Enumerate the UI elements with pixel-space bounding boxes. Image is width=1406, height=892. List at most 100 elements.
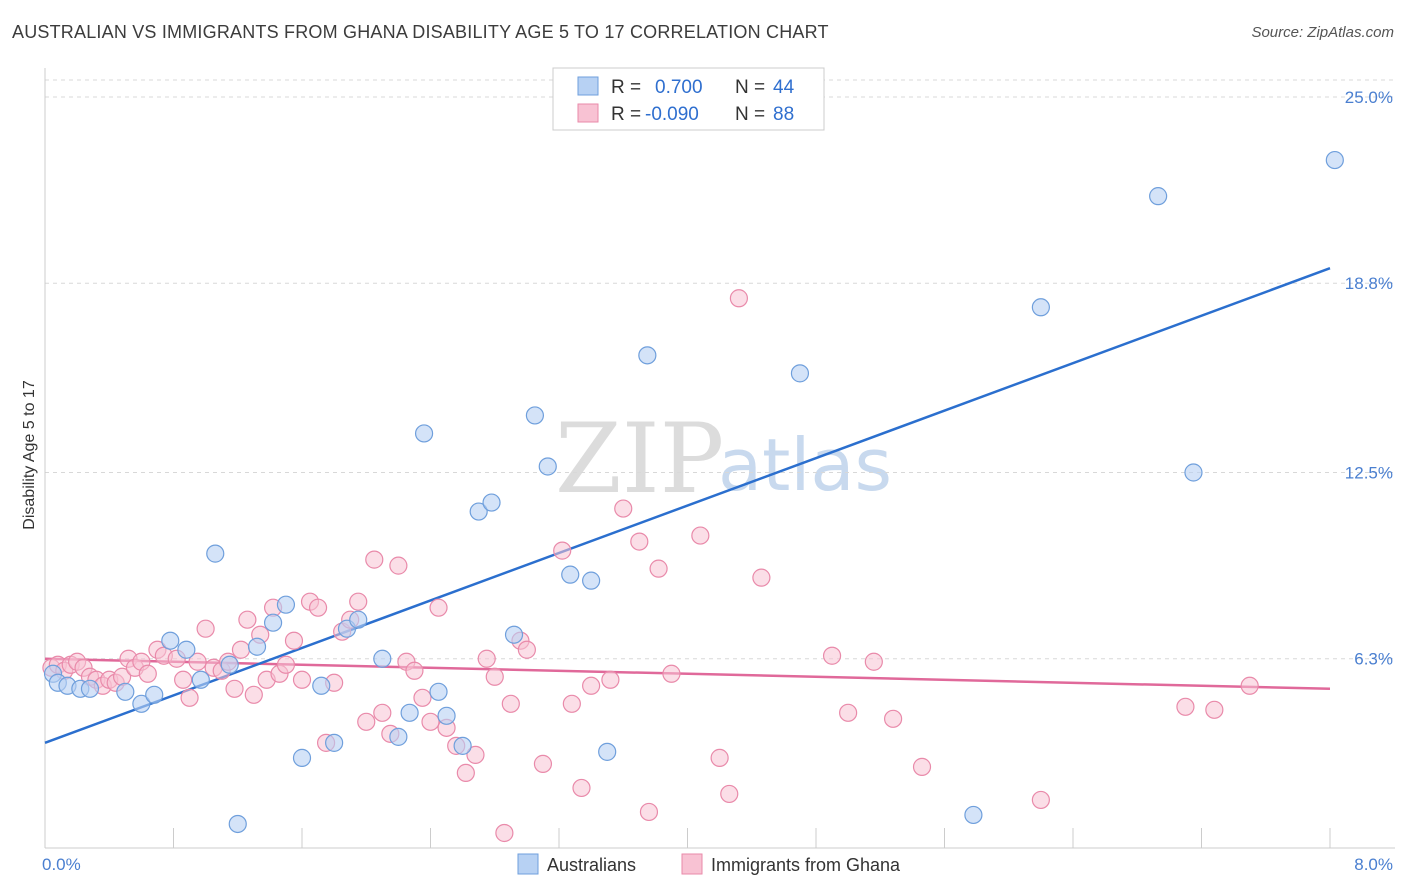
point-australians-42 [1184,463,1203,482]
point-australians-5 [116,682,135,701]
point-australians-39 [964,805,983,825]
point-ghana-60 [495,823,514,843]
legend-r-label-pink: R = [611,104,641,125]
point-australians-28 [453,736,472,755]
point-ghana-22 [196,619,215,638]
point-ghana-61 [501,694,520,713]
point-australians-13 [228,814,247,834]
point-ghana-70 [614,499,633,518]
trend-lines [44,267,1331,745]
point-ghana-59 [485,667,504,686]
point-australians-31 [504,625,524,644]
points-immigrants-ghana [42,289,1259,843]
point-ghana-43 [349,592,368,611]
point-ghana-67 [572,778,591,798]
point-ghana-69 [601,670,620,689]
y-tick-label-0: 25.0% [1345,88,1393,107]
grid [45,79,1395,660]
points-australians [43,150,1344,834]
point-australians-25 [414,424,434,443]
point-ghana-20 [180,688,199,707]
legend-r-label-blue: R = [611,77,641,98]
point-ghana-80 [822,646,842,665]
x-tick-label-0: 0.0% [42,855,81,874]
point-australians-16 [276,595,296,614]
trend-line-australians [44,267,1331,745]
point-ghana-63 [517,640,536,659]
point-ghana-78 [729,289,749,308]
point-ghana-21 [188,652,207,671]
point-ghana-38 [308,598,328,617]
y-tick-label-3: 6.3% [1354,650,1393,669]
chart-source: Source: ZipAtlas.com [1251,24,1394,41]
point-australians-15 [263,613,283,632]
legend-bottom: Australians Immigrants from Ghana [517,853,901,875]
point-ghana-66 [562,694,581,713]
point-ghana-34 [276,655,296,674]
chart-title: AUSTRALIAN VS IMMIGRANTS FROM GHANA DISA… [12,22,829,42]
point-australians-24 [400,703,419,722]
point-australians-30 [482,493,501,512]
point-ghana-19 [174,670,193,689]
point-ghana-77 [720,784,739,804]
point-australians-18 [312,676,331,695]
legend-r-value-pink: -0.090 [645,104,699,125]
point-australians-11 [206,544,225,563]
point-australians-26 [429,682,448,701]
point-australians-36 [598,742,617,761]
point-ghana-75 [691,526,710,545]
point-australians-22 [373,649,392,668]
point-ghana-76 [710,748,729,767]
point-australians-27 [437,706,456,725]
point-ghana-36 [292,670,312,689]
point-ghana-53 [429,598,448,617]
point-ghana-35 [284,631,304,650]
point-australians-14 [247,637,267,656]
y-tick-label-2: 12.5% [1345,464,1393,483]
point-australians-23 [389,727,408,746]
point-ghana-73 [649,559,668,578]
point-ghana-45 [365,550,384,569]
point-australians-32 [525,406,545,425]
point-australians-33 [538,457,557,476]
point-ghana-46 [373,703,392,722]
watermark-atlas: atlas [718,423,892,507]
point-ghana-48 [389,556,408,575]
point-ghana-56 [456,763,475,783]
point-ghana-71 [630,532,649,551]
point-ghana-86 [1176,697,1195,716]
point-ghana-68 [582,676,601,695]
legend-bottom-swatch-australians [517,853,539,875]
point-ghana-87 [1205,700,1224,719]
point-ghana-64 [533,754,553,773]
point-ghana-26 [225,679,244,698]
point-ghana-85 [1031,790,1050,810]
legend-n-value-blue: 44 [773,77,795,98]
point-ghana-15 [138,664,157,683]
legend-r-value-blue: 0.700 [655,77,703,98]
point-ghana-65 [553,541,572,560]
point-ghana-79 [752,568,771,587]
point-australians-35 [582,571,601,590]
legend-bottom-label-ghana: Immigrants from Ghana [711,855,901,875]
point-australians-29 [469,502,488,521]
legend-bottom-swatch-ghana [681,853,703,875]
point-australians-7 [145,685,164,704]
point-ghana-74 [662,664,681,683]
point-australians-41 [1149,187,1168,206]
point-australians-9 [177,640,196,659]
y-axis-title: Disability Age 5 to 17 [21,380,38,530]
point-ghana-28 [238,610,257,629]
point-ghana-84 [912,757,932,776]
point-ghana-88 [1240,676,1259,695]
y-tick-label-1: 18.8% [1345,274,1393,293]
point-australians-6 [132,694,151,713]
legend-n-label-blue: N = [735,77,765,98]
point-ghana-72 [639,802,659,822]
point-ghana-51 [413,688,432,707]
legend-swatch-pink [577,103,599,123]
legend-n-label-pink: N = [735,104,765,125]
legend-top: R = 0.700 N = 44 R = -0.090 N = 88 [552,67,825,131]
